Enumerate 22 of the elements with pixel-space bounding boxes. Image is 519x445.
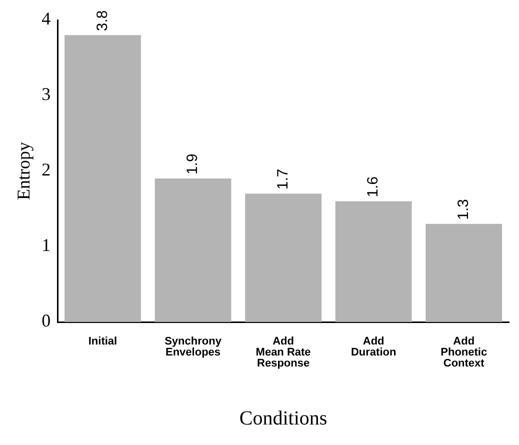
x-axis-title: Conditions <box>239 407 328 430</box>
x-tick-label: Add Phonetic Context <box>440 336 488 370</box>
x-tick-label: Add Mean Rate Response <box>256 336 311 370</box>
bar <box>245 194 322 322</box>
bar <box>426 224 502 322</box>
x-tick-label: Add Duration <box>350 336 396 359</box>
bar <box>335 201 412 322</box>
y-tick-label: 0 <box>42 310 51 331</box>
data-label: 1.7 <box>274 168 292 190</box>
bar <box>64 35 141 322</box>
x-tick-label: Initial <box>88 336 118 348</box>
data-label: 1.9 <box>184 154 202 175</box>
data-label: 1.6 <box>364 176 382 198</box>
y-tick-label: 2 <box>42 160 51 180</box>
x-tick-label: Synchrony Envelopes <box>164 336 222 359</box>
y-tick-label: 4 <box>42 8 51 29</box>
bar <box>154 178 232 322</box>
y-tick-label: 3 <box>42 84 51 104</box>
y-axis-title: Entropy <box>14 142 34 200</box>
data-label: 3.8 <box>94 10 111 32</box>
data-label: 1.3 <box>455 198 472 220</box>
y-tick-label: 1 <box>42 235 51 256</box>
